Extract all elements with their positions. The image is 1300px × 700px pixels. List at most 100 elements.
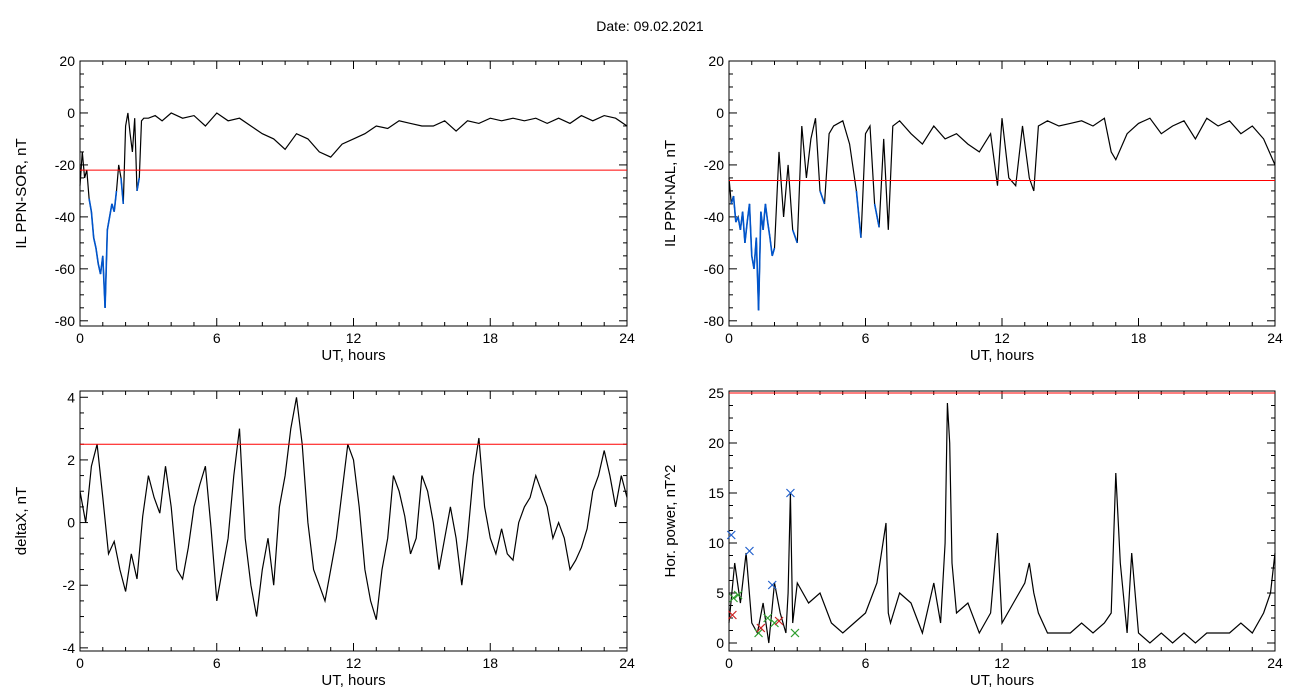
substorm-segment [771,247,776,257]
y-tick-label: 20 [708,435,724,451]
x-tick-label: 18 [482,655,498,671]
data-series-line [728,117,1276,311]
substorm-segment [819,190,826,205]
plot-frame [79,390,628,652]
x-tick-label: 24 [1267,655,1283,671]
substorm-segment [764,203,769,223]
substorm-segment [744,221,748,243]
marker-green [763,613,773,623]
substorm-segment [88,198,93,212]
marker-red [727,610,737,620]
x-tick-label: 12 [346,655,362,671]
y-tick-label: 0 [716,635,724,651]
y-tick-label: -2 [63,577,76,593]
y-tick-label: 0 [716,105,724,121]
chart-panel-1: 0 6 12 18 24 20 0 -20 -40 -60 -80 UT, hours IL PPN-S… [13,53,635,364]
x-tick-label: 0 [725,655,733,671]
x-axis-label: UT, hours [321,672,385,689]
substorm-segment [108,203,113,218]
x-tick-label: 6 [213,330,221,346]
x-tick-label: 0 [76,655,84,671]
x-tick-label: 6 [862,655,870,671]
substorm-segment [732,196,737,223]
marker-green [754,628,763,638]
marker-green [729,593,738,603]
x-tick-label: 12 [994,655,1010,671]
marker-green [790,628,800,638]
y-tick-label: -80 [55,313,75,329]
substorm-segment [762,203,767,230]
marker-green [733,590,743,600]
substorm-segment [106,216,111,231]
substorm-segment [90,211,95,238]
y-tick-label: -60 [55,261,75,277]
x-tick-label: 0 [725,330,733,346]
x-tick-label: 12 [346,330,362,346]
substorm-segment [766,221,771,238]
y-tick-label: 5 [716,585,724,601]
y-tick-label: 4 [67,389,75,405]
x-axis-label: UT, hours [970,347,1034,364]
marker-blue [745,546,754,556]
marker-red [756,623,766,633]
y-tick-label: -40 [704,209,724,225]
x-tick-label: 24 [619,655,635,671]
y-tick-label: -20 [704,157,724,173]
y-tick-label: -20 [55,157,75,173]
x-tick-label: 24 [1267,330,1283,346]
substorm-segment [855,190,862,238]
marker-blue [786,488,795,498]
data-series-line [79,397,628,620]
chart-panel-2: 0 6 12 18 24 20 0 -20 -40 -60 -80 UT, hours IL PPN-N… [662,53,1283,364]
y-tick-label: 25 [708,385,724,401]
y-tick-label: 10 [708,535,724,551]
x-tick-label: 18 [1131,330,1147,346]
y-tick-label: 20 [708,53,724,69]
chart-date-title: Date: 09.02.2021 [596,18,704,34]
chart-panel-4: 0 6 12 18 24 25 20 15 10 5 0 UT, hours Hor. power, n… [662,385,1283,689]
substorm-segment [95,247,100,264]
x-tick-label: 6 [862,330,870,346]
marker-blue [726,530,736,540]
substorm-segment [791,229,799,244]
y-tick-label: 0 [67,105,75,121]
marker-red [774,616,784,626]
y-tick-label: -4 [63,640,76,656]
substorm-segment [873,203,880,228]
x-tick-label: 0 [76,330,84,346]
marker-green [770,618,779,628]
x-tick-label: 18 [482,330,498,346]
y-tick-label: -60 [704,261,724,277]
substorm-segment [741,211,746,243]
chart-panel-3: 0 6 12 18 24 4 2 0 -2 -4 UT, hours deltaX, nT [13,389,635,689]
substorm-segment [757,211,762,311]
substorm-segment [92,237,97,249]
marker-blue [767,580,777,590]
y-tick-label: 15 [708,485,724,501]
substorm-segment [104,229,109,308]
y-axis-label: IL PPN-NAL, nT [662,140,679,247]
y-axis-label: Hor. power, nT^2 [662,465,679,578]
y-tick-label: 2 [67,452,75,468]
plot-frame [728,60,1276,327]
substorm-segment [748,203,753,256]
y-axis-label: IL PPN-SOR, nT [13,138,30,248]
data-series-line [728,402,1276,644]
substorm-segment [113,190,118,212]
data-series-line [79,112,628,308]
y-tick-label: 20 [59,53,75,69]
y-axis-label: deltaX, nT [13,487,30,555]
x-tick-label: 24 [619,330,635,346]
y-tick-label: -40 [55,209,75,225]
x-tick-label: 12 [994,330,1010,346]
substorm-segment [120,177,125,204]
y-tick-label: -80 [704,313,724,329]
plot-frame [79,60,628,327]
x-tick-label: 6 [213,655,221,671]
y-tick-label: 0 [67,515,75,531]
x-axis-label: UT, hours [970,672,1034,689]
x-tick-label: 18 [1131,655,1147,671]
substorm-segment [136,177,141,192]
x-axis-label: UT, hours [321,347,385,364]
